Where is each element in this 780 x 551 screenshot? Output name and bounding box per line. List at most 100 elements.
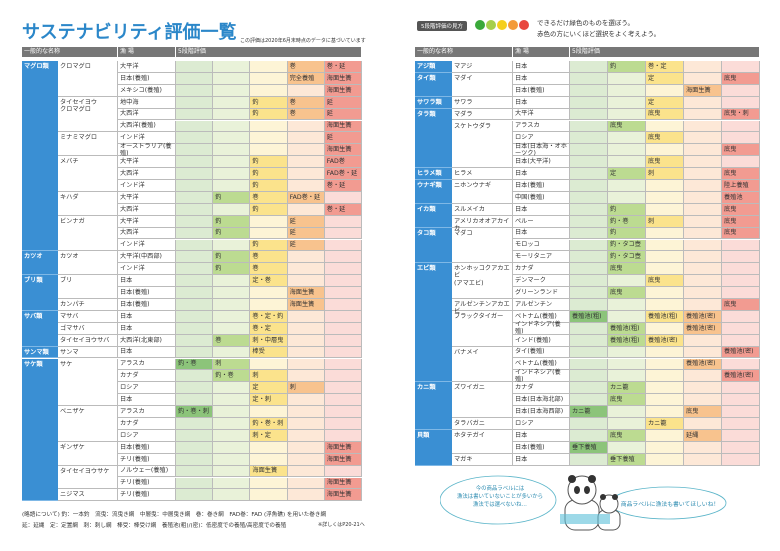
group-cell: 貝類 — [415, 429, 452, 466]
rating-cell — [176, 72, 214, 85]
origin-cell: インド(養殖) — [513, 334, 570, 347]
group-cell: サケ類 — [22, 358, 58, 502]
rating-cell: FAD巻・延 — [287, 191, 325, 204]
rating-cell — [608, 370, 646, 383]
origin-cell: アラスカ — [118, 406, 176, 418]
rating-cell — [646, 239, 684, 252]
rating-cell — [570, 382, 608, 395]
rating-cell — [176, 299, 214, 311]
table-header: 一般的な名称 — [415, 47, 513, 57]
rating-cell — [570, 156, 608, 169]
group-cell: マグロ類 — [22, 61, 58, 252]
rating-cell: 海面生簀 — [324, 489, 362, 502]
rating-cell — [684, 441, 722, 454]
rating-cell — [684, 299, 722, 311]
rating-cell — [324, 251, 362, 264]
rating-cell: 巻・定 — [646, 61, 684, 73]
name-cell: クロマグロ — [58, 61, 118, 97]
rating-cell — [646, 84, 684, 97]
rating-cell — [722, 418, 760, 430]
rating-cell — [684, 418, 722, 430]
rating-cell — [684, 156, 722, 169]
origin-cell: ロシア — [513, 132, 570, 145]
rating-cell — [287, 203, 325, 216]
rating-cell — [176, 84, 214, 97]
rating-cell: 刺 — [213, 358, 251, 371]
origin-cell: アラスカ — [513, 120, 570, 133]
origin-cell: 日本 — [118, 310, 176, 323]
rating-cell — [213, 275, 251, 288]
rating-cell: 底曳 — [722, 168, 760, 180]
rating-cell — [213, 465, 251, 478]
rating-cell: 延 — [287, 227, 325, 240]
rating-cell — [324, 322, 362, 335]
rating-cell: 釣・巻 — [176, 358, 214, 371]
rating-cell: 刺・定 — [250, 429, 288, 442]
rating-cell — [646, 370, 684, 383]
rating-cell: 海面生簀 — [287, 299, 325, 311]
rating-cell: 釣・巻 — [608, 215, 646, 228]
speech-bubble: 今の商品ラベルには 漁法は書いていないことが多いから 漁法では選べないね… — [456, 486, 544, 508]
rating-cell — [722, 84, 760, 97]
rating-cell — [287, 429, 325, 442]
rating-cell — [213, 346, 251, 359]
rating-cell — [646, 144, 684, 157]
rating-cell — [213, 322, 251, 335]
origin-cell: 日本 — [118, 322, 176, 335]
rating-cell: 底曳 — [722, 299, 760, 311]
rating-cell — [684, 251, 722, 264]
rating-cell: 海面生簀 — [324, 477, 362, 490]
rating-cell: 底曳 — [722, 215, 760, 228]
origin-cell: ベトナム(養殖) — [513, 358, 570, 371]
origin-cell: インドネシア(養殖) — [513, 321, 570, 335]
rating-cell — [684, 132, 722, 145]
origin-cell: デンマーク — [513, 275, 570, 288]
rating-cell — [722, 406, 760, 418]
rating-cell — [684, 334, 722, 347]
rating-cell — [722, 120, 760, 133]
name-cell: カツオ — [58, 251, 118, 276]
group-cell: ブリ類 — [22, 275, 58, 311]
rating-cell: 海面生簀 — [684, 84, 722, 97]
rating-cell: 定・刺 — [250, 394, 288, 407]
rating-cell — [250, 406, 288, 418]
rating-cell — [722, 239, 760, 252]
name-cell: マサバ — [58, 310, 118, 323]
origin-cell: ベトナム(養殖) — [513, 310, 570, 323]
origin-cell: 日本(養殖) — [118, 287, 176, 299]
rating-cell — [646, 203, 684, 216]
rating-cell — [287, 168, 325, 180]
rating-cell — [176, 191, 214, 204]
rating-cell — [213, 489, 251, 502]
speech-bubble: 商品ラベルに漁法も書いてほしいね！ — [620, 502, 720, 508]
rating-cell — [213, 429, 251, 442]
rating-cell — [324, 465, 362, 478]
rating-cell — [176, 156, 214, 169]
rating-cell — [324, 299, 362, 311]
rating-cell — [570, 275, 608, 288]
rating-cell — [287, 180, 325, 192]
rating-cell: 釣 — [213, 227, 251, 240]
rating-cell: 巻・定 — [250, 322, 288, 335]
rating-cell: 垂下養殖 — [608, 453, 646, 466]
table-header: 5段階評価 — [570, 47, 760, 57]
rating-cell — [608, 84, 646, 97]
rating-cell: 養殖池(粗) — [570, 310, 608, 323]
rating-cell — [287, 370, 325, 383]
rating-cell — [287, 251, 325, 264]
rating-cell — [646, 394, 684, 407]
rating-cell: 養殖池 — [722, 191, 760, 204]
rating-cell — [213, 382, 251, 395]
rating-cell — [250, 358, 288, 371]
origin-cell: 大平洋 — [513, 108, 570, 121]
rating-cell — [722, 441, 760, 454]
rating-cell — [213, 156, 251, 169]
rating-cell: 延 — [324, 108, 362, 121]
origin-cell: 中国(養殖) — [513, 191, 570, 204]
origin-cell: 大平洋 — [118, 215, 176, 228]
name-cell: ゴマサバ — [58, 322, 118, 335]
rating-cell: 養殖池(密) — [646, 334, 684, 347]
rating-cell: 底曳 — [608, 287, 646, 299]
rating-cell — [684, 263, 722, 276]
rating-cell — [176, 168, 214, 180]
